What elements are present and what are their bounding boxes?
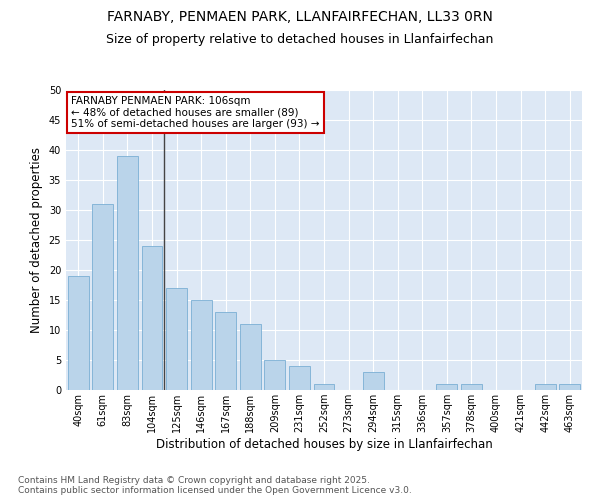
Y-axis label: Number of detached properties: Number of detached properties [30,147,43,333]
Bar [362,372,383,390]
Text: FARNABY PENMAEN PARK: 106sqm
← 48% of detached houses are smaller (89)
51% of se: FARNABY PENMAEN PARK: 106sqm ← 48% of de… [71,96,320,129]
Bar [436,384,457,390]
Bar [289,366,310,390]
X-axis label: Distribution of detached houses by size in Llanfairfechan: Distribution of detached houses by size … [155,438,493,451]
Bar [240,324,261,390]
Bar [142,246,163,390]
Text: Size of property relative to detached houses in Llanfairfechan: Size of property relative to detached ho… [106,32,494,46]
Text: FARNABY, PENMAEN PARK, LLANFAIRFECHAN, LL33 0RN: FARNABY, PENMAEN PARK, LLANFAIRFECHAN, L… [107,10,493,24]
Bar [265,360,286,390]
Bar [191,300,212,390]
Bar [535,384,556,390]
Bar [68,276,89,390]
Bar [117,156,138,390]
Bar [461,384,482,390]
Bar [314,384,334,390]
Text: Contains HM Land Registry data © Crown copyright and database right 2025.
Contai: Contains HM Land Registry data © Crown c… [18,476,412,495]
Bar [215,312,236,390]
Bar [166,288,187,390]
Bar [559,384,580,390]
Bar [92,204,113,390]
